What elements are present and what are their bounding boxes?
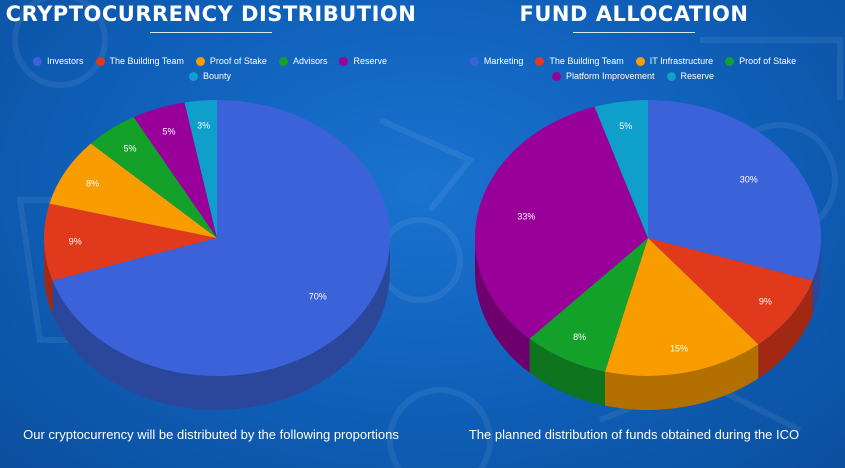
slice-value-label: 5% xyxy=(619,121,632,131)
legend-label: IT Infrastructure xyxy=(649,56,714,66)
legend-swatch xyxy=(469,57,479,66)
legend-swatch xyxy=(188,72,198,81)
pie-slice xyxy=(184,100,217,238)
pie-slice-side xyxy=(44,238,53,315)
title-underline xyxy=(150,32,272,33)
pie-slice-side xyxy=(52,238,390,410)
legend-item: Marketing xyxy=(469,55,524,68)
legend-label: Bounty xyxy=(202,71,232,81)
slice-value-label: 30% xyxy=(740,175,758,185)
slice-value-label: 9% xyxy=(759,297,772,307)
legend-swatch xyxy=(278,57,288,66)
legend-item: Reserve xyxy=(339,55,387,68)
legend-label: Reserve xyxy=(680,71,715,81)
legend-label: Proof of Stake xyxy=(209,56,267,66)
pie-side-walls xyxy=(475,238,821,410)
legend-label: Marketing xyxy=(483,56,524,66)
legend-label: Proof of Stake xyxy=(739,56,797,66)
slice-value-label: 70% xyxy=(309,291,327,301)
legend-swatch xyxy=(535,57,545,66)
pie-slice xyxy=(648,100,821,281)
chart-legend: Marketing The Building Team IT Infrastruct… xyxy=(433,55,833,83)
fund-allocation-panel: FUND ALLOCATION Marketing The Building Te… xyxy=(423,0,845,468)
pie-slice xyxy=(133,102,217,238)
pie-chart: 70% 9% 8% 5% 5% 3% xyxy=(44,100,390,410)
legend-item: Proof of Stake xyxy=(195,55,267,68)
legend-item: The Building Team xyxy=(535,55,624,68)
pie-slice xyxy=(44,203,217,281)
chart-caption: The planned distribution of funds obtain… xyxy=(468,427,800,442)
legend-label: Investors xyxy=(47,56,84,66)
legend-swatch xyxy=(339,57,349,66)
chart-legend: Investors The Building Team Proof of Stake… xyxy=(10,55,410,83)
legend-item: Advisors xyxy=(278,55,328,68)
legend-swatch xyxy=(33,57,42,66)
chart-title: FUND ALLOCATION xyxy=(519,2,749,26)
legend-item: Platform Improvement xyxy=(551,70,655,83)
pie-slice-side xyxy=(812,238,821,315)
legend-label: Reserve xyxy=(353,56,387,66)
pie-slice xyxy=(52,100,390,376)
chart-title: CRYPTOCURRENCY DISTRIBUTION xyxy=(5,2,417,26)
legend-label: Platform Improvement xyxy=(565,71,655,81)
slice-value-label: 33% xyxy=(517,211,535,221)
legend-swatch xyxy=(551,72,561,81)
chart-caption: Our cryptocurrency will be distributed b… xyxy=(23,427,399,442)
pie-side-walls xyxy=(44,238,390,410)
slice-value-label: 5% xyxy=(162,127,175,137)
pie-slice xyxy=(529,238,648,372)
slice-value-label: 15% xyxy=(670,343,688,353)
slice-value-label: 9% xyxy=(69,237,82,247)
pie-slice-side xyxy=(604,344,759,410)
pie-chart: 30% 9% 15% 8% 33% 5% xyxy=(475,100,821,410)
slice-value-label: 3% xyxy=(197,120,210,130)
legend-label: The Building Team xyxy=(109,56,184,66)
legend-item: The Building Team xyxy=(95,55,184,68)
legend-item: Investors xyxy=(33,55,84,68)
legend-item: Reserve xyxy=(666,70,715,83)
pie-slice xyxy=(475,106,648,339)
pie-slice-side xyxy=(475,238,530,373)
pie-slice-side xyxy=(758,280,813,379)
pie-slice xyxy=(594,100,648,238)
pie-slice xyxy=(90,117,217,238)
title-underline xyxy=(573,32,695,33)
legend-swatch xyxy=(725,57,735,66)
legend-swatch xyxy=(195,57,205,66)
legend-label: The Building Team xyxy=(549,56,624,66)
legend-item: Bounty xyxy=(188,70,232,83)
legend-swatch xyxy=(95,57,105,66)
crypto-distribution-panel: CRYPTOCURRENCY DISTRIBUTION Investors The… xyxy=(0,0,422,468)
slice-value-label: 8% xyxy=(86,178,99,188)
legend-item: Proof of Stake xyxy=(725,55,796,68)
slice-value-label: 8% xyxy=(573,332,586,342)
pie-slice xyxy=(648,238,813,345)
slice-value-label: 5% xyxy=(124,144,137,154)
pie-slice xyxy=(604,238,759,376)
legend-swatch xyxy=(635,57,645,66)
pie-slice xyxy=(49,143,217,238)
legend-item: IT Infrastructure xyxy=(635,55,714,68)
legend-label: Advisors xyxy=(292,56,328,66)
legend-swatch xyxy=(666,72,676,81)
pie-slice-side xyxy=(529,338,605,406)
